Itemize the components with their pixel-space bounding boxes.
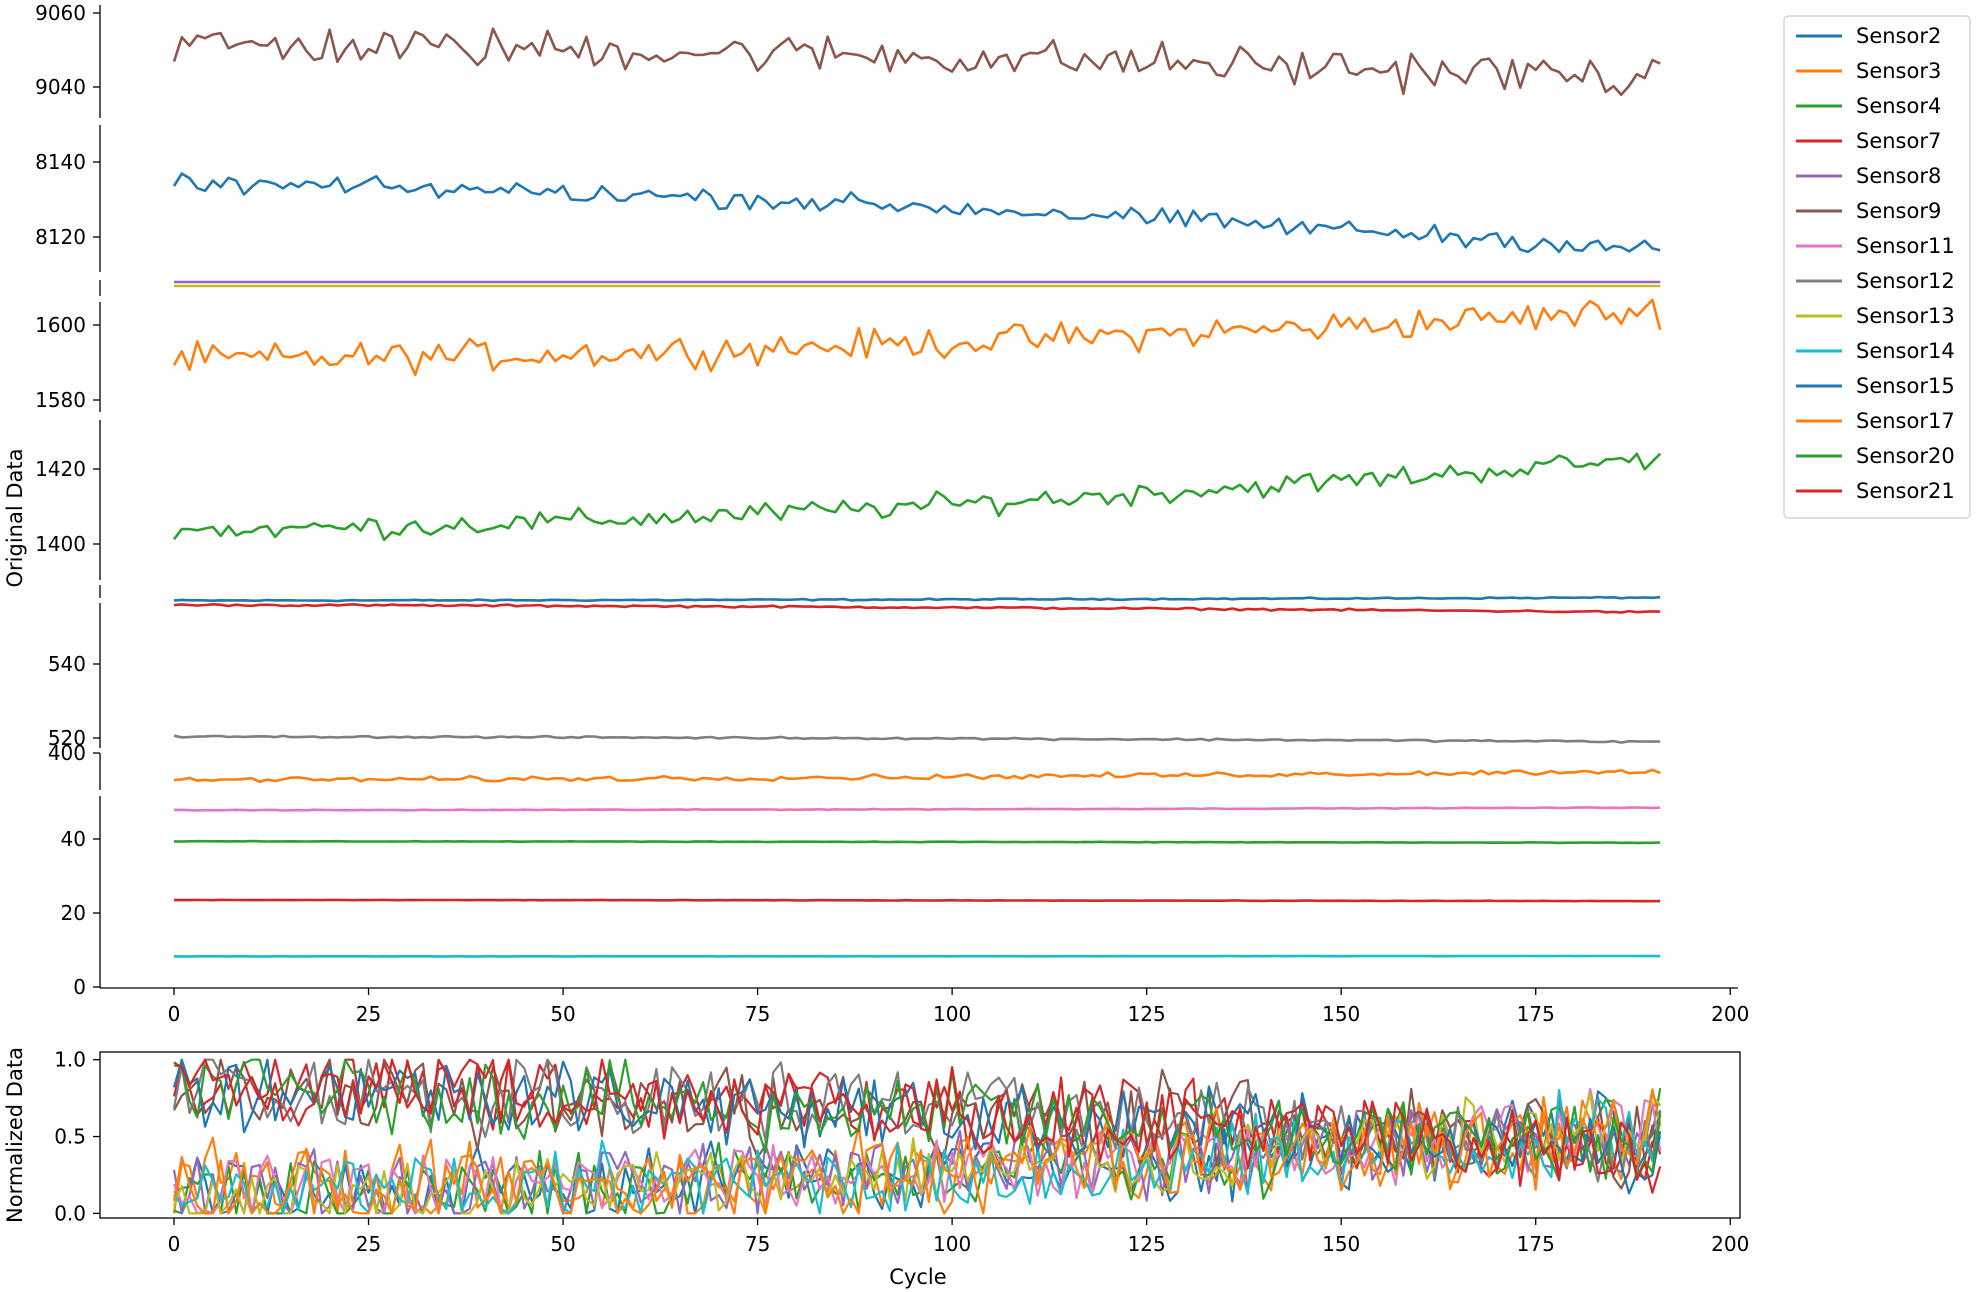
legend-label: Sensor8 bbox=[1856, 164, 1941, 188]
x-tick-label: 75 bbox=[745, 1232, 770, 1256]
y-tick-label: 9060 bbox=[35, 1, 86, 25]
series-line-sensor9 bbox=[172, 27, 1661, 96]
series-line-sensor3 bbox=[172, 298, 1662, 377]
x-tick-label: 25 bbox=[356, 1002, 381, 1026]
x-tick-label: 125 bbox=[1128, 1232, 1166, 1256]
series-line-sensor21 bbox=[174, 898, 1661, 903]
legend-label: Sensor4 bbox=[1856, 94, 1941, 118]
y-axis-label-normalized: Normalized Data bbox=[3, 1047, 27, 1223]
series-line-sensor17 bbox=[173, 768, 1661, 784]
x-tick-label: 150 bbox=[1322, 1002, 1360, 1026]
original-data-chart: 9060904081408120160015801420140054052040… bbox=[35, 1, 1749, 1026]
y-tick-label: 1600 bbox=[35, 313, 86, 337]
legend-label: Sensor17 bbox=[1856, 409, 1955, 433]
y-tick-label: 0.0 bbox=[54, 1201, 86, 1225]
normalized-line-sensor17 bbox=[172, 1088, 1662, 1215]
y-tick-label: 0 bbox=[73, 975, 86, 999]
y-tick-label: 1.0 bbox=[54, 1048, 86, 1072]
legend-label: Sensor12 bbox=[1856, 269, 1955, 293]
y-tick-label: 1400 bbox=[35, 532, 86, 556]
x-tick-label: 150 bbox=[1322, 1232, 1360, 1256]
legend-label: Sensor14 bbox=[1856, 339, 1955, 363]
legend: Sensor2 Sensor3 Sensor4 Sensor7 Sensor8 Senso… bbox=[1783, 15, 1971, 519]
y-tick-label: 540 bbox=[48, 652, 86, 676]
legend-label: Sensor3 bbox=[1856, 59, 1941, 83]
legend-label: Sensor7 bbox=[1856, 129, 1941, 153]
y-axis-label-original: Original Data bbox=[3, 449, 27, 588]
y-tick-label: 0.5 bbox=[54, 1125, 86, 1149]
y-tick-label: 1420 bbox=[35, 457, 86, 481]
y-tick-label: 520 bbox=[48, 726, 86, 750]
series-line-sensor11 bbox=[173, 806, 1661, 812]
y-tick-label: 400 bbox=[48, 741, 86, 765]
normalized-data-chart: 0.0 0.5 1.0 0 25 50 75 100 125 150 175 200 bbox=[54, 1048, 1749, 1256]
x-tick-label: 100 bbox=[933, 1002, 971, 1026]
x-tick-label: 200 bbox=[1711, 1002, 1749, 1026]
legend-label: Sensor20 bbox=[1856, 444, 1955, 468]
legend-frame bbox=[1783, 15, 1971, 519]
normalized-plot-frame bbox=[99, 1051, 1741, 1219]
y-tick-label: 40 bbox=[61, 827, 86, 851]
x-tick-label: 200 bbox=[1711, 1232, 1749, 1256]
legend-label: Sensor9 bbox=[1856, 199, 1941, 223]
series-line-sensor12 bbox=[173, 734, 1661, 744]
x-tick-label: 125 bbox=[1128, 1002, 1166, 1026]
x-tick-label: 100 bbox=[933, 1232, 971, 1256]
series-line-sensor4 bbox=[172, 452, 1662, 542]
series-line-sensor15 bbox=[172, 172, 1661, 254]
legend-label: Sensor15 bbox=[1856, 374, 1955, 398]
series-line-sensor2 bbox=[173, 595, 1661, 603]
x-tick-label: 175 bbox=[1517, 1232, 1555, 1256]
y-tick-label: 8120 bbox=[35, 225, 86, 249]
x-axis-label-cycle: Cycle bbox=[889, 1265, 946, 1289]
x-tick-label: 50 bbox=[550, 1232, 575, 1256]
legend-label: Sensor13 bbox=[1856, 304, 1955, 328]
legend-label: Sensor2 bbox=[1856, 24, 1941, 48]
x-tick-label: 50 bbox=[550, 1002, 575, 1026]
x-tick-label: 75 bbox=[745, 1002, 770, 1026]
y-tick-label: 8140 bbox=[35, 150, 86, 174]
x-tick-label: 25 bbox=[356, 1232, 381, 1256]
series-line-sensor7 bbox=[173, 603, 1661, 614]
y-tick-label: 20 bbox=[61, 901, 86, 925]
series-line-sensor20 bbox=[173, 839, 1661, 845]
normalized-line-sensor12 bbox=[172, 1058, 1662, 1183]
x-tick-label: 0 bbox=[168, 1002, 181, 1026]
x-tick-label: 175 bbox=[1517, 1002, 1555, 1026]
x-tick-label: 0 bbox=[168, 1232, 181, 1256]
normalized-line-sensor8 bbox=[172, 1097, 1661, 1215]
y-tick-label: 1580 bbox=[35, 388, 86, 412]
normalized-line-sensor21 bbox=[173, 1058, 1662, 1194]
legend-label: Sensor21 bbox=[1856, 479, 1955, 503]
legend-label: Sensor11 bbox=[1856, 234, 1955, 258]
y-tick-label: 9040 bbox=[35, 75, 86, 99]
